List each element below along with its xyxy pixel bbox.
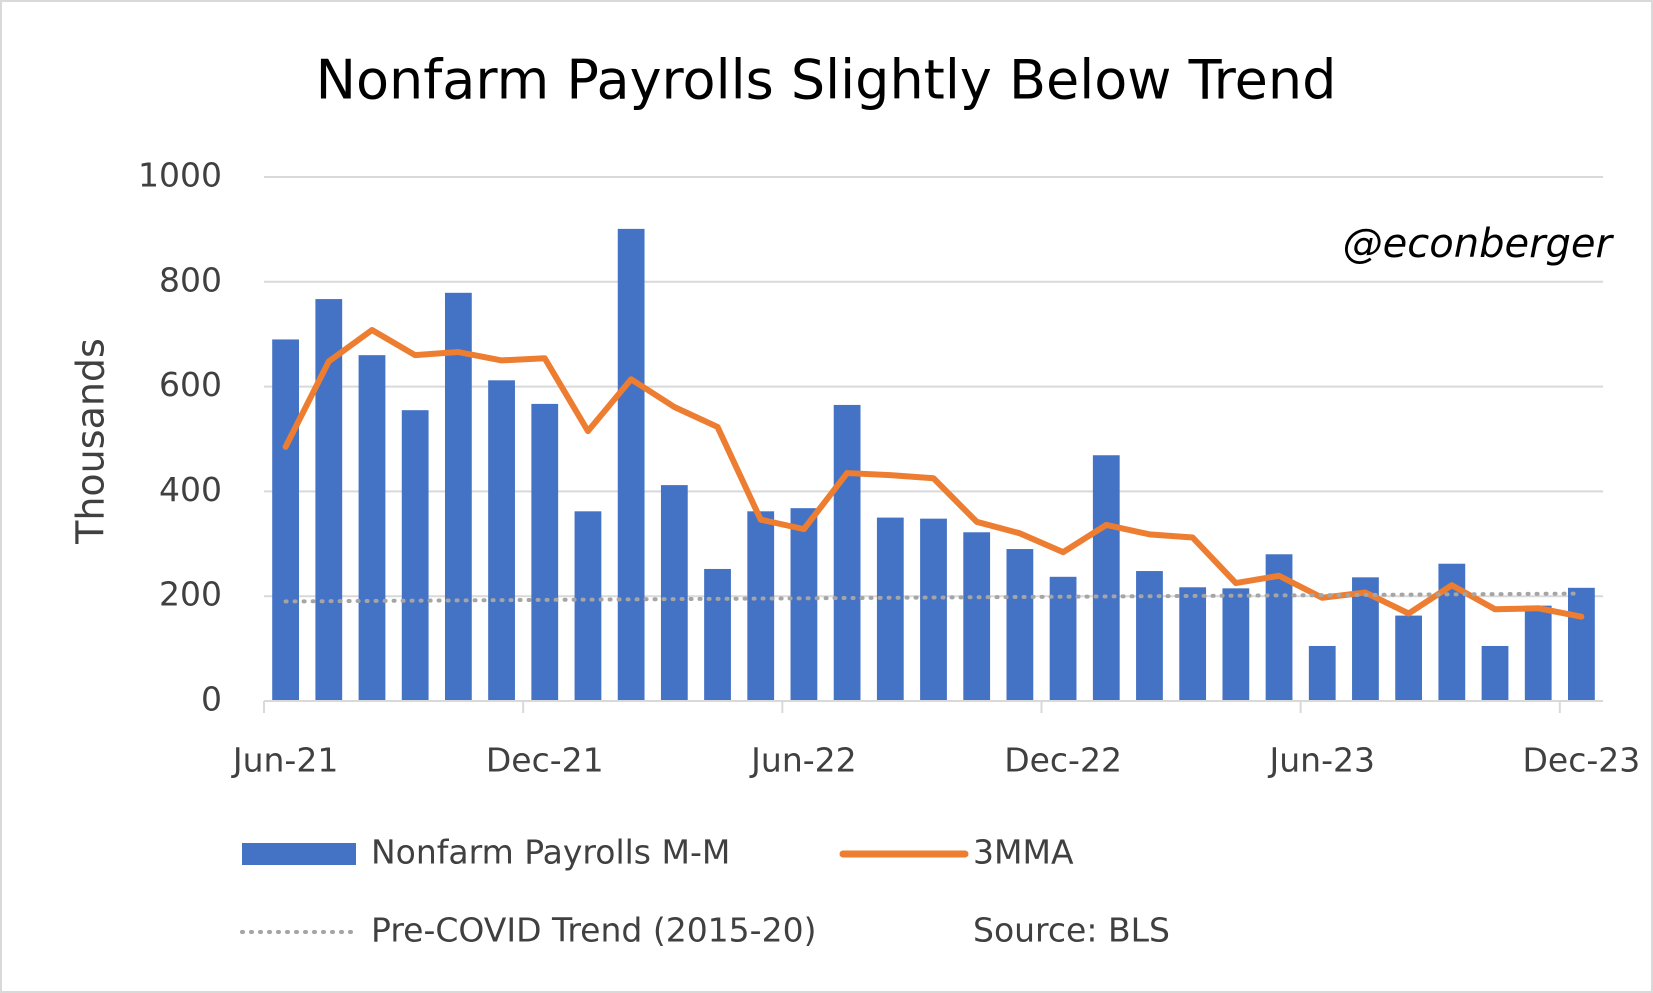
bar [1222,588,1250,701]
bar [617,228,645,701]
bar [531,403,559,701]
y-tick-label: 0 [201,680,222,719]
trend-line [283,591,1584,604]
bar [1395,615,1423,701]
bar [1481,645,1509,701]
x-tick-label: Dec-21 [486,741,604,780]
bar [1049,576,1077,701]
bar [488,380,515,701]
x-tick-label: Jun-22 [749,741,856,780]
y-tick-label: 200 [159,575,222,614]
chart-title: Nonfarm Payrolls Slightly Below Trend [316,49,1337,112]
legend-label: 3MMA [973,833,1074,872]
bar [704,568,731,701]
bar [1006,549,1034,701]
bar [1092,455,1120,701]
bar [1136,571,1163,701]
legend-swatch [242,843,356,865]
bar [272,339,299,701]
y-axis-label: Thousands [69,338,113,545]
source-note: Source: BLS [973,911,1170,950]
legend-label: Pre-COVID Trend (2015-20) [371,911,816,950]
y-tick-label: 400 [159,470,222,509]
bar [920,518,947,701]
bar [444,292,472,701]
x-tick-label: Dec-23 [1523,741,1641,780]
line [282,327,1585,620]
bar [833,404,861,701]
watermark: @econberger [1343,221,1615,267]
bar [1524,605,1552,701]
bar [790,508,818,701]
x-tick-label: Dec-22 [1004,741,1122,780]
bar [1308,645,1336,701]
bar [401,410,429,701]
bar [660,485,688,701]
y-tick-label: 600 [159,365,222,404]
x-tick-label: Jun-23 [1268,741,1375,780]
bar [574,511,602,701]
bar [963,532,991,701]
bar [1179,587,1207,701]
bar [876,517,904,701]
bar [747,511,775,701]
bar [1568,587,1595,701]
legend-label: Nonfarm Payrolls M-M [371,833,730,872]
y-tick-label: 800 [159,260,222,299]
bar [358,355,386,701]
y-tick-label: 1000 [138,156,222,195]
x-tick-label: Jun-21 [231,741,338,780]
